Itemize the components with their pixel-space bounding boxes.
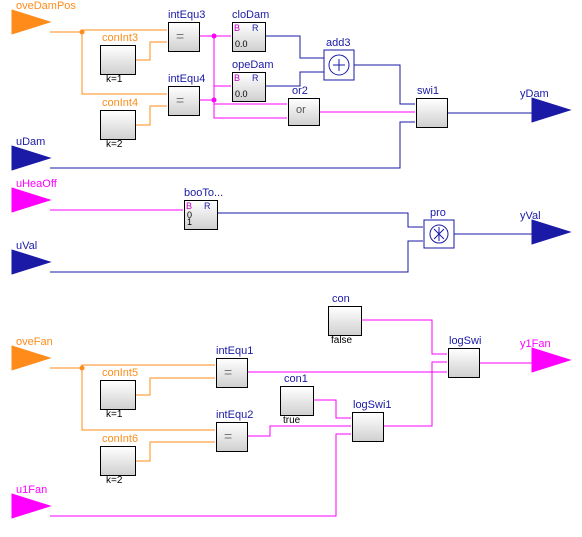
- junction-dot: [212, 34, 217, 39]
- k-value: k=1: [106, 74, 122, 85]
- port-label: uVal: [16, 240, 37, 252]
- wire: [264, 36, 326, 58]
- port-y1Fan: [532, 348, 570, 372]
- swi1: [416, 98, 448, 128]
- conInt6: [100, 446, 136, 476]
- port-label: uDam: [16, 136, 45, 148]
- block-label: conInt6: [102, 433, 138, 445]
- port-u1Fan: [12, 494, 50, 518]
- port-uVal: [12, 250, 50, 274]
- wire: [350, 65, 415, 104]
- wire: [50, 434, 351, 516]
- port-label: oveFan: [16, 336, 53, 348]
- k-value: k=2: [106, 475, 122, 486]
- wire: [134, 42, 167, 60]
- con1: [280, 386, 314, 416]
- wire: [216, 213, 423, 227]
- wire: [264, 72, 326, 86]
- port-label: uHeaOff: [16, 178, 57, 190]
- wire: [134, 378, 215, 395]
- conInt5: [100, 380, 136, 410]
- port-label: oveDamPos: [16, 0, 76, 12]
- port-label: u1Fan: [16, 484, 47, 496]
- junction-dot: [80, 30, 85, 35]
- block-label: conInt5: [102, 367, 138, 379]
- logSwi1: [352, 412, 384, 442]
- wire: [246, 362, 447, 372]
- wire: [246, 426, 351, 436]
- port-yDam: [532, 98, 570, 122]
- junction-dot: [80, 366, 85, 371]
- block-label: conInt4: [102, 97, 138, 109]
- wire: [214, 100, 287, 118]
- wire: [312, 400, 351, 418]
- wire: [134, 442, 215, 461]
- k-value: k=2: [106, 139, 122, 150]
- junction-dot: [212, 98, 217, 103]
- port-uDam: [12, 146, 50, 170]
- wire: [50, 241, 423, 272]
- wire: [360, 320, 447, 354]
- port-label: yVal: [520, 210, 541, 222]
- k-value: k=1: [106, 409, 122, 420]
- conInt3: [100, 45, 136, 75]
- conInt4: [100, 110, 136, 140]
- port-label: yDam: [520, 88, 549, 100]
- port-oveFan: [12, 346, 50, 370]
- port-yVal: [532, 220, 570, 244]
- logSwi: [448, 348, 480, 378]
- block-label: conInt3: [102, 32, 138, 44]
- port-label: y1Fan: [520, 338, 551, 350]
- port-uHeaOff: [12, 188, 50, 212]
- port-oveDamPos: [12, 10, 50, 34]
- con: [328, 306, 362, 336]
- wire: [134, 106, 167, 125]
- wire: [382, 372, 447, 426]
